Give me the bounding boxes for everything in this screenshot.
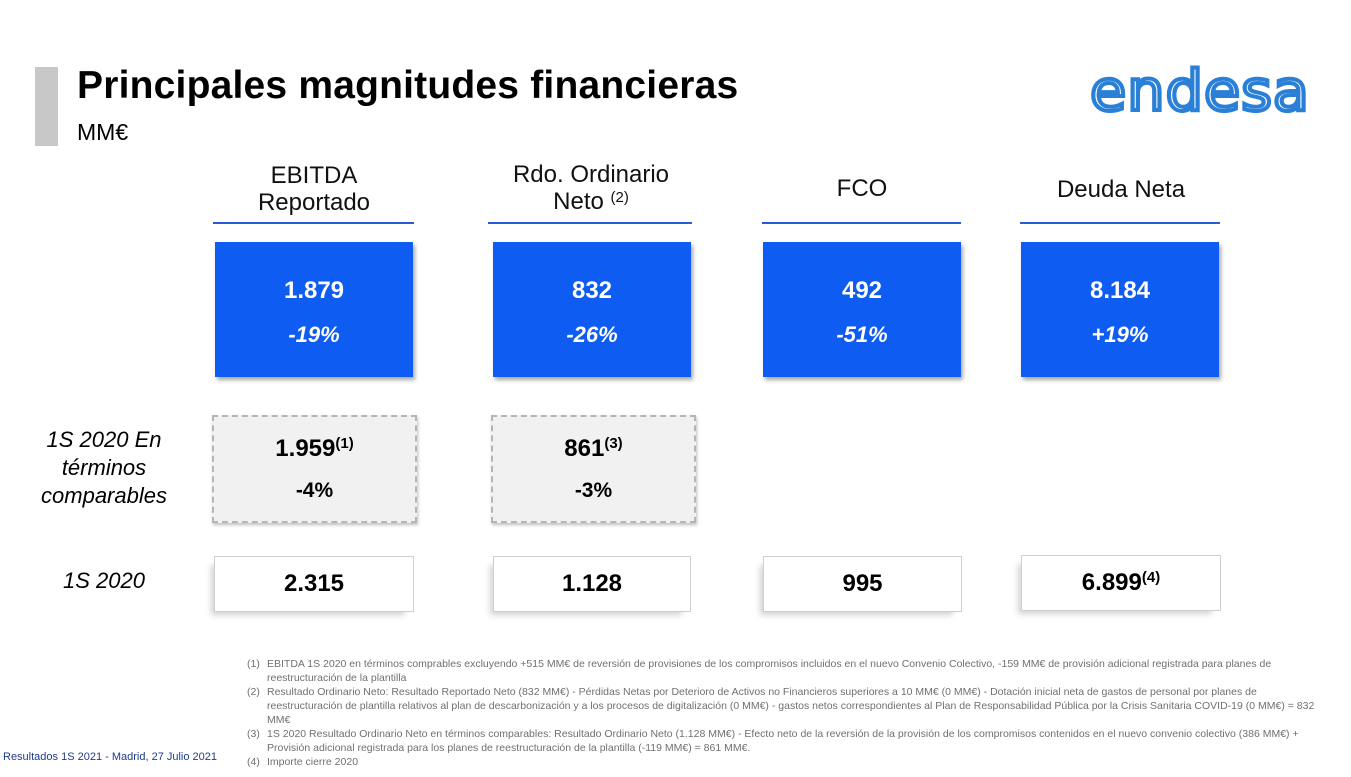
footnote: (3) 1S 2020 Resultado Ordinario Neto en … [247, 727, 1317, 755]
footnote-number: (4) [247, 756, 260, 768]
comparable-box-ebitda: 1.959(1) -4% [212, 415, 417, 523]
footnote-text: Importe cierre 2020 [267, 756, 359, 768]
previous-box-ebitda: 2.315 [214, 556, 414, 612]
kpi-box-ebitda: 1.879 -19% [215, 242, 413, 377]
row-label-line: comparables [41, 483, 167, 508]
logo-text: endesa [1090, 64, 1310, 120]
col-underline [1020, 222, 1220, 224]
col-head-rdo-ordinario: Rdo. Ordinario Neto (2) [491, 161, 691, 215]
kpi-change: -26% [566, 322, 618, 347]
footer-text: Resultados 1S 2021 - Madrid, 27 Julio 20… [3, 751, 218, 763]
footnote-text: 1S 2020 Resultado Ordinario Neto en térm… [267, 728, 1299, 754]
footnote-ref: (2) [610, 189, 629, 206]
comparable-box-rdo-ordinario: 861(3) -3% [491, 415, 696, 523]
footnote-number: (2) [247, 686, 260, 698]
col-head-ebitda: EBITDA Reportado [214, 162, 414, 216]
comparable-change: -3% [574, 479, 613, 502]
footnote: (1) EBITDA 1S 2020 en términos comprable… [247, 657, 1317, 685]
footnote-ref: (1) [335, 435, 354, 452]
previous-value: 2.315 [283, 570, 345, 597]
row-label-line: 1S 2020 En [46, 427, 162, 452]
col-head-deuda-neta: Deuda Neta [1021, 176, 1221, 203]
kpi-box-deuda-neta: 8.184 +19% [1021, 242, 1219, 377]
previous-box-rdo-ordinario: 1.128 [493, 556, 691, 612]
footnote-number: (1) [247, 658, 260, 670]
footnote-number: (3) [247, 728, 260, 740]
previous-value: 6.899 [1081, 569, 1142, 596]
previous-value: 1.128 [561, 570, 623, 597]
endesa-logo: endesa [1088, 64, 1311, 120]
footnote-ref: (3) [604, 435, 623, 452]
page-subtitle: MM€ [77, 119, 129, 145]
footnote: (2) Resultado Ordinario Neto: Resultado … [247, 685, 1317, 727]
col-head-line2: Neto [553, 188, 604, 215]
col-head-line1: FCO [836, 175, 888, 202]
col-head-line2: Reportado [257, 189, 371, 216]
col-head-fco: FCO [762, 175, 962, 202]
col-head-line1: Rdo. Ordinario [512, 161, 670, 188]
footnotes: (1) EBITDA 1S 2020 en términos comprable… [247, 657, 1317, 769]
comparable-value: 1.959 [275, 435, 336, 462]
footnote-text: Resultado Ordinario Neto: Resultado Repo… [267, 686, 1315, 726]
row-label-comparable: 1S 2020 En términos comparables [29, 426, 179, 510]
comparable-change: -4% [295, 479, 334, 502]
kpi-value: 1.879 [283, 277, 345, 304]
col-underline [213, 222, 414, 224]
col-head-line1: EBITDA [270, 162, 358, 189]
footnote: (4) Importe cierre 2020 [247, 755, 1317, 769]
kpi-change: -19% [288, 322, 340, 347]
kpi-change: -51% [836, 322, 888, 347]
kpi-change: +19% [1091, 322, 1149, 347]
kpi-value: 832 [571, 277, 613, 304]
footnote-ref: (4) [1141, 569, 1161, 586]
kpi-box-rdo-ordinario: 832 -26% [493, 242, 691, 377]
col-underline [488, 222, 692, 224]
title-accent-bar [35, 67, 58, 146]
footnote-text: EBITDA 1S 2020 en términos comprables ex… [267, 658, 1272, 684]
kpi-value: 492 [841, 277, 883, 304]
col-underline [762, 222, 961, 224]
col-head-line1: Deuda Neta [1056, 176, 1186, 203]
previous-box-fco: 995 [763, 556, 962, 612]
page-title: Principales magnitudes financieras [77, 64, 739, 107]
previous-box-deuda-neta: 6.899(4) [1021, 555, 1221, 611]
kpi-box-fco: 492 -51% [763, 242, 961, 377]
row-label-previous: 1S 2020 [63, 568, 145, 593]
kpi-value: 8.184 [1089, 277, 1151, 304]
row-label-line: términos [61, 455, 147, 480]
comparable-value: 861 [564, 435, 605, 462]
previous-value: 995 [842, 570, 883, 597]
